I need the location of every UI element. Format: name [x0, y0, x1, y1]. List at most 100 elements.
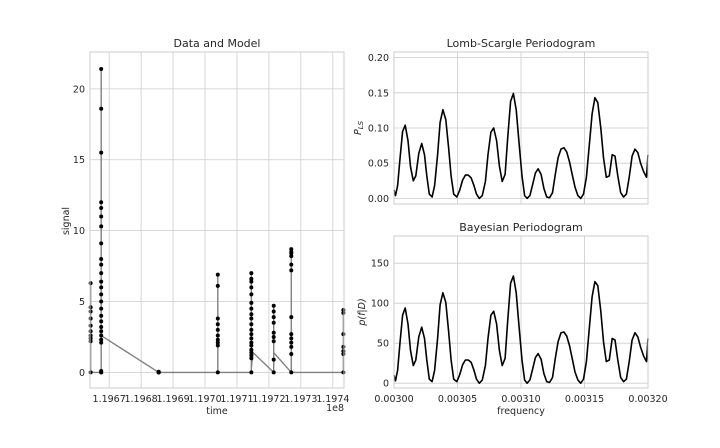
data-point — [271, 334, 276, 339]
data-point — [99, 333, 104, 338]
data-point — [249, 285, 254, 290]
data-point — [99, 285, 104, 290]
data-point — [88, 309, 93, 314]
data-point — [249, 332, 254, 337]
data-point — [289, 332, 294, 337]
data-point — [289, 336, 294, 341]
ls-plot-frame — [393, 51, 649, 205]
data-point — [289, 268, 294, 273]
data-point — [249, 306, 254, 311]
data-point — [88, 305, 93, 310]
data-point — [271, 315, 276, 320]
data-point — [99, 340, 104, 345]
left-y-tick-label: 0 — [79, 368, 85, 379]
bayes-y-tick-labels: 0 50 100 150 — [371, 259, 389, 390]
data-point — [99, 150, 104, 155]
bayes-x-axis-label: frequency — [497, 406, 545, 417]
data-point — [271, 330, 276, 335]
data-point — [99, 241, 104, 246]
bayes-gridlines — [393, 236, 649, 388]
data-point — [249, 300, 254, 305]
data-point — [88, 281, 93, 286]
bayesian-panel: Bayesian Periodogram 0.00300 0.00305 0.003… — [357, 221, 668, 417]
lomb-scargle-panel: Lomb-Scargle Periodogram 0.00 0.05 0.10 0.1… — [353, 37, 649, 205]
bayes-x-tick-label: 0.00300 — [374, 394, 413, 405]
ls-y-tick-label: 0.15 — [368, 88, 389, 99]
left-chart-title: Data and Model — [174, 37, 261, 50]
bayes-plot-frame — [393, 235, 649, 389]
data-point — [249, 292, 254, 297]
bayes-x-tick-labels: 0.00300 0.00305 0.00310 0.00315 0.00320 — [374, 394, 667, 405]
data-point — [341, 332, 346, 337]
bayes-y-axis-label: p(f|D) — [357, 298, 368, 326]
data-point — [99, 205, 104, 210]
left-x-tick-label: 1.1971 — [220, 394, 253, 405]
bayes-x-tick-label: 0.00320 — [628, 394, 667, 405]
data-point — [99, 319, 104, 324]
data-point — [249, 343, 254, 348]
bayes-x-tick-label: 0.00310 — [501, 394, 540, 405]
data-point — [88, 339, 93, 344]
data-point — [88, 323, 93, 328]
left-y-tick-label: 15 — [73, 155, 85, 166]
data-point — [99, 306, 104, 311]
data-point — [88, 329, 93, 334]
ls-y-tick-label: 0.05 — [368, 159, 389, 170]
left-gridlines — [90, 52, 344, 388]
data-point — [341, 310, 346, 315]
left-x-tick-label: 1.1968 — [124, 394, 157, 405]
data-point — [289, 351, 294, 356]
data-point — [249, 356, 254, 361]
data-point — [249, 336, 254, 341]
data-point — [215, 343, 220, 348]
left-x-axis-label: time — [206, 406, 228, 417]
left-model-line — [89, 69, 345, 375]
data-point — [99, 329, 104, 334]
data-point — [215, 316, 220, 321]
data-point — [289, 370, 294, 375]
left-x-tick-label: 1.1970 — [188, 394, 221, 405]
data-point — [249, 370, 254, 375]
model-line — [89, 69, 345, 375]
bayes-y-tick-label: 0 — [383, 379, 389, 390]
data-point — [215, 283, 220, 288]
data-point — [289, 262, 294, 267]
left-x-tick-label: 1.1974 — [316, 394, 349, 405]
data-point — [215, 337, 220, 342]
data-point — [99, 292, 104, 297]
bayes-periodogram-line — [393, 275, 649, 385]
ls-chart-title: Lomb-Scargle Periodogram — [447, 37, 596, 50]
data-point — [249, 347, 254, 352]
data-point — [249, 312, 254, 317]
bayes-y-tick-label: 50 — [377, 339, 389, 350]
data-point — [99, 299, 104, 304]
data-point — [289, 251, 294, 256]
data-point — [99, 67, 104, 72]
bayes-y-tick-label: 100 — [371, 299, 389, 310]
data-point — [249, 350, 254, 355]
data-point — [271, 309, 276, 314]
bayes-x-tick-label: 0.00305 — [438, 394, 477, 405]
data-point — [249, 340, 254, 345]
ls-series-line — [393, 92, 649, 200]
ls-gridlines — [393, 52, 649, 204]
data-point — [341, 344, 346, 349]
ls-y-tick-label: 0.00 — [368, 194, 389, 205]
data-point — [99, 271, 104, 276]
data-point — [249, 353, 254, 358]
data-point — [271, 339, 276, 344]
data-point — [99, 256, 104, 261]
data-point — [99, 313, 104, 318]
data-point — [99, 200, 104, 205]
data-point — [99, 224, 104, 229]
data-point — [99, 214, 104, 219]
data-point — [289, 315, 294, 320]
left-x-tick-label: 1.1972 — [252, 394, 285, 405]
left-x-tick-label: 1.1973 — [284, 394, 317, 405]
data-point — [215, 272, 220, 277]
left-x-tick-label: 1.1967 — [93, 394, 126, 405]
data-point — [341, 370, 346, 375]
data-point — [249, 276, 254, 281]
ls-periodogram-line — [393, 92, 649, 200]
data-point — [289, 340, 294, 345]
